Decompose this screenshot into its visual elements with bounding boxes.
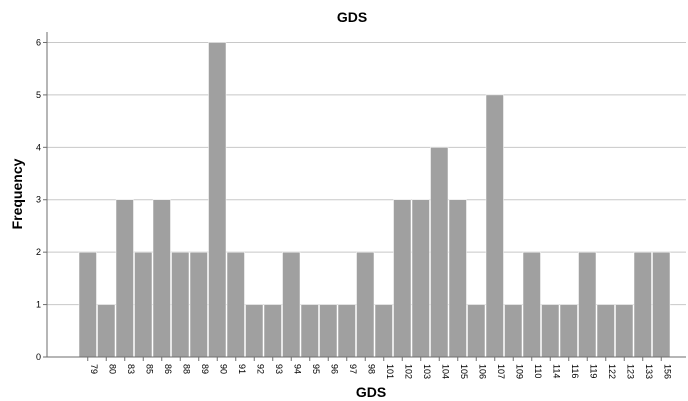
bar-123 bbox=[615, 304, 634, 358]
x-tick-label: 106 bbox=[477, 364, 487, 379]
bar-102 bbox=[393, 199, 412, 358]
x-tick-label: 102 bbox=[403, 364, 413, 379]
bar-92 bbox=[245, 304, 264, 358]
x-tick-label: 88 bbox=[181, 364, 191, 374]
bar-156 bbox=[652, 251, 671, 358]
bar-133 bbox=[633, 251, 652, 358]
y-axis-title: Frequency bbox=[9, 158, 25, 229]
bar-104 bbox=[430, 147, 449, 358]
bar-107 bbox=[485, 94, 504, 358]
bar-95 bbox=[300, 304, 319, 358]
x-tick-label: 110 bbox=[533, 364, 543, 378]
bar-94 bbox=[282, 251, 301, 358]
bars bbox=[78, 42, 671, 358]
x-tick-label: 97 bbox=[348, 364, 358, 374]
bar-109 bbox=[504, 304, 523, 358]
bar-93 bbox=[263, 304, 282, 358]
y-tick-label: 4 bbox=[36, 142, 41, 152]
x-tick-label: 79 bbox=[89, 364, 99, 374]
x-tick-label: 86 bbox=[163, 364, 173, 374]
y-tick-label: 5 bbox=[36, 90, 41, 100]
x-tick-label: 91 bbox=[237, 364, 247, 374]
x-tick-label: 103 bbox=[422, 364, 432, 379]
bar-91 bbox=[226, 251, 245, 358]
x-tick-label: 101 bbox=[385, 364, 395, 379]
bar-90 bbox=[208, 42, 227, 358]
bar-114 bbox=[541, 304, 560, 358]
x-tick-label: 122 bbox=[607, 364, 617, 379]
x-tick-label: 114 bbox=[551, 364, 561, 378]
x-tick-label: 104 bbox=[440, 364, 450, 379]
x-tick-label: 85 bbox=[144, 364, 154, 374]
bar-89 bbox=[189, 251, 208, 358]
bar-98 bbox=[356, 251, 375, 358]
x-tick-label: 83 bbox=[126, 364, 136, 374]
y-tick-label: 1 bbox=[36, 300, 41, 310]
y-tick-labels: 0 1 2 3 4 5 6 bbox=[36, 37, 41, 362]
y-tick-label: 2 bbox=[36, 247, 41, 257]
bar-122 bbox=[596, 304, 615, 358]
x-tick-label: 92 bbox=[255, 364, 265, 374]
bar-110 bbox=[522, 251, 541, 358]
chart-title: GDS bbox=[337, 9, 367, 25]
x-tick-label: 107 bbox=[496, 364, 506, 379]
bar-97 bbox=[337, 304, 356, 358]
bar-83 bbox=[115, 199, 134, 358]
x-tick-label: 90 bbox=[218, 364, 228, 374]
x-tick-label: 98 bbox=[366, 364, 376, 374]
x-tick-label: 119 bbox=[588, 364, 598, 378]
bar-79 bbox=[78, 251, 97, 358]
bar-116 bbox=[559, 304, 578, 358]
x-tick-label: 89 bbox=[200, 364, 210, 374]
x-tick-label: 123 bbox=[625, 364, 635, 379]
x-tick-label: 109 bbox=[514, 364, 524, 379]
y-tick-label: 0 bbox=[36, 352, 41, 362]
bar-80 bbox=[97, 304, 116, 358]
bar-119 bbox=[578, 251, 597, 358]
bar-106 bbox=[467, 304, 486, 358]
bar-88 bbox=[171, 251, 190, 358]
x-tick-label: 80 bbox=[107, 364, 117, 374]
x-tick-labels: 79 80 83 85 86 88 89 90 91 92 93 94 95 96 97 98 101 102 10… bbox=[89, 364, 673, 379]
bar-85 bbox=[134, 251, 153, 358]
axes bbox=[43, 32, 686, 361]
x-tick-label: 95 bbox=[311, 364, 321, 374]
x-tick-label: 105 bbox=[459, 364, 469, 379]
x-axis-title: GDS bbox=[356, 384, 386, 400]
x-tick-label: 96 bbox=[329, 364, 339, 374]
bar-96 bbox=[319, 304, 338, 358]
bar-103 bbox=[411, 199, 430, 358]
x-tick-label: 156 bbox=[662, 364, 672, 379]
x-tick-label: 93 bbox=[274, 364, 284, 374]
x-tick-label: 94 bbox=[292, 364, 302, 374]
bar-105 bbox=[448, 199, 467, 358]
bar-86 bbox=[152, 199, 171, 358]
x-tick-label: 133 bbox=[644, 364, 654, 379]
y-tick-label: 6 bbox=[36, 37, 41, 47]
y-tick-label: 3 bbox=[36, 195, 41, 205]
bar-101 bbox=[374, 304, 393, 358]
x-tick-label: 116 bbox=[570, 364, 580, 378]
